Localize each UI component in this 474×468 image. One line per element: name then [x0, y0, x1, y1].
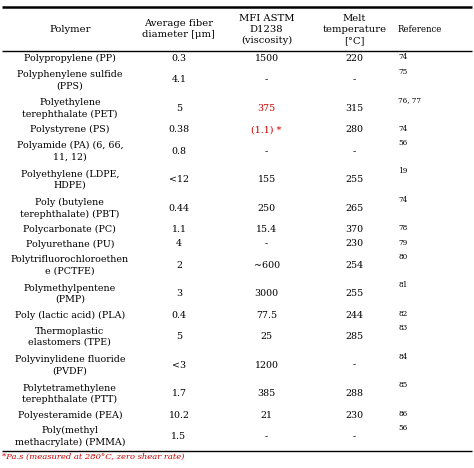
Text: 21: 21: [261, 410, 273, 419]
Text: Polyphenylene sulfide
(PPS): Polyphenylene sulfide (PPS): [17, 70, 123, 90]
Text: 255: 255: [345, 176, 364, 184]
Text: 4: 4: [176, 240, 182, 249]
Text: Polycarbonate (PC): Polycarbonate (PC): [24, 225, 116, 234]
Text: Reference: Reference: [397, 25, 442, 34]
Text: 250: 250: [257, 204, 276, 213]
Text: 74: 74: [398, 124, 408, 132]
Text: 0.38: 0.38: [168, 125, 190, 134]
Text: 15.4: 15.4: [256, 225, 277, 234]
Text: 285: 285: [345, 332, 364, 341]
Text: 75: 75: [398, 67, 408, 76]
Text: 56: 56: [398, 424, 408, 432]
Text: 288: 288: [346, 389, 363, 398]
Text: 77.5: 77.5: [256, 311, 277, 320]
Text: 3000: 3000: [255, 289, 279, 299]
Text: 0.44: 0.44: [168, 204, 190, 213]
Text: 1500: 1500: [255, 54, 279, 63]
Text: 56: 56: [398, 139, 408, 147]
Text: Poly (lactic acid) (PLA): Poly (lactic acid) (PLA): [15, 311, 125, 320]
Text: 0.4: 0.4: [172, 311, 186, 320]
Text: 1.1: 1.1: [172, 225, 186, 234]
Text: 3: 3: [176, 289, 182, 299]
Text: 375: 375: [257, 104, 276, 113]
Text: Poly(methyl
methacrylate) (PMMA): Poly(methyl methacrylate) (PMMA): [15, 426, 125, 446]
Text: -: -: [265, 147, 268, 156]
Text: 79: 79: [398, 239, 408, 247]
Text: Polypropylene (PP): Polypropylene (PP): [24, 54, 116, 63]
Text: 155: 155: [257, 176, 276, 184]
Text: Melt
temperature
[°C]: Melt temperature [°C]: [322, 14, 386, 45]
Text: Thermoplastic
elastomers (TPE): Thermoplastic elastomers (TPE): [28, 327, 111, 347]
Text: *Pa.s (measured at 280°C, zero shear rate): *Pa.s (measured at 280°C, zero shear rat…: [2, 453, 185, 461]
Text: 25: 25: [261, 332, 273, 341]
Text: Polytetramethylene
terephthalate (PTT): Polytetramethylene terephthalate (PTT): [22, 383, 118, 404]
Text: 370: 370: [345, 225, 364, 234]
Text: 315: 315: [345, 104, 364, 113]
Text: -: -: [353, 147, 356, 156]
Text: Polyurethane (PU): Polyurethane (PU): [26, 240, 114, 249]
Text: 2: 2: [176, 261, 182, 270]
Text: 19: 19: [398, 168, 408, 176]
Text: 74: 74: [398, 53, 408, 61]
Text: -: -: [265, 75, 268, 85]
Text: 86: 86: [398, 410, 408, 418]
Text: Polystyrene (PS): Polystyrene (PS): [30, 125, 109, 134]
Text: 385: 385: [257, 389, 276, 398]
Text: 5: 5: [176, 104, 182, 113]
Text: 0.3: 0.3: [172, 54, 186, 63]
Text: 4.1: 4.1: [172, 75, 186, 85]
Text: Poly (butylene
terephthalate) (PBT): Poly (butylene terephthalate) (PBT): [20, 198, 119, 219]
Text: 76, 77: 76, 77: [398, 96, 421, 104]
Text: <3: <3: [172, 361, 186, 370]
Text: 5: 5: [176, 332, 182, 341]
Text: 80: 80: [398, 253, 408, 261]
Text: 265: 265: [345, 204, 364, 213]
Text: 0.8: 0.8: [172, 147, 186, 156]
Text: Polyamide (PA) (6, 66,
11, 12): Polyamide (PA) (6, 66, 11, 12): [17, 141, 123, 161]
Text: -: -: [353, 75, 356, 85]
Text: 1200: 1200: [255, 361, 279, 370]
Text: 230: 230: [345, 410, 364, 419]
Text: 1.5: 1.5: [172, 432, 186, 441]
Text: 82: 82: [398, 310, 408, 318]
Text: 81: 81: [398, 281, 408, 290]
Text: -: -: [353, 432, 356, 441]
Text: 84: 84: [398, 353, 408, 361]
Text: 280: 280: [346, 125, 363, 134]
Text: 255: 255: [345, 289, 364, 299]
Text: 230: 230: [345, 240, 364, 249]
Text: Polyethylene
terephthalate (PET): Polyethylene terephthalate (PET): [22, 98, 118, 119]
Text: Polytrifluorochloroethen
e (PCTFE): Polytrifluorochloroethen e (PCTFE): [11, 255, 129, 275]
Text: 10.2: 10.2: [168, 410, 190, 419]
Text: Polyesteramide (PEA): Polyesteramide (PEA): [18, 410, 122, 420]
Text: Polyvinylidene fluoride
(PVDF): Polyvinylidene fluoride (PVDF): [15, 355, 125, 375]
Text: (1.1) *: (1.1) *: [251, 125, 282, 134]
Text: <12: <12: [169, 176, 189, 184]
Text: Average fiber
diameter [μm]: Average fiber diameter [μm]: [143, 19, 215, 39]
Text: 1.7: 1.7: [172, 389, 186, 398]
Text: Polymethylpentene
(PMP): Polymethylpentene (PMP): [24, 284, 116, 304]
Text: 220: 220: [346, 54, 363, 63]
Text: MFI ASTM
D1238
(viscosity): MFI ASTM D1238 (viscosity): [239, 14, 294, 45]
Text: 254: 254: [345, 261, 364, 270]
Text: -: -: [265, 240, 268, 249]
Text: -: -: [353, 361, 356, 370]
Text: 85: 85: [398, 381, 408, 389]
Text: 78: 78: [398, 225, 408, 233]
Text: -: -: [265, 432, 268, 441]
Text: Polymer: Polymer: [49, 25, 91, 34]
Text: ~600: ~600: [254, 261, 280, 270]
Text: Polyethylene (LDPE,
HDPE): Polyethylene (LDPE, HDPE): [21, 170, 119, 190]
Text: 83: 83: [398, 324, 407, 332]
Text: 74: 74: [398, 196, 408, 204]
Text: 244: 244: [346, 311, 363, 320]
